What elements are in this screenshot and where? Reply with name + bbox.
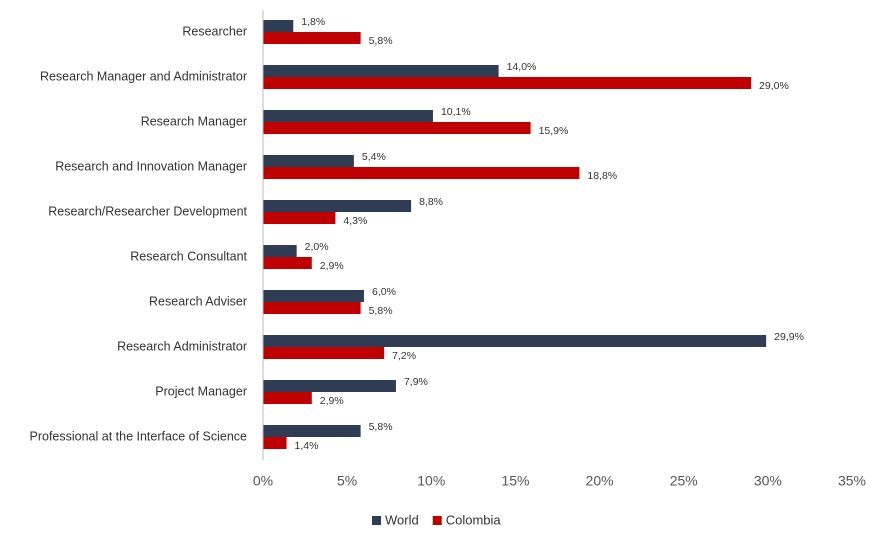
x-tick-label: 10% xyxy=(417,473,445,489)
bar xyxy=(263,437,287,449)
category-label: Research Manager and Administrator xyxy=(40,69,247,83)
value-label: 5,4% xyxy=(362,151,386,163)
category-label: Research Consultant xyxy=(130,249,247,263)
category-label: Research Manager xyxy=(141,114,247,128)
bar xyxy=(263,155,354,167)
x-tick-label: 15% xyxy=(501,473,529,489)
bar xyxy=(263,200,412,212)
bar xyxy=(263,212,336,224)
value-label: 5,8% xyxy=(369,35,393,47)
value-label: 5,8% xyxy=(369,305,393,317)
bar xyxy=(263,335,767,347)
value-label: 8,8% xyxy=(419,196,443,208)
bar xyxy=(263,290,364,302)
value-label: 1,4% xyxy=(295,440,319,452)
x-tick-label: 35% xyxy=(838,473,866,489)
value-label: 6,0% xyxy=(372,286,396,298)
bar xyxy=(263,65,499,77)
value-label: 18,8% xyxy=(587,170,617,182)
value-label: 4,3% xyxy=(343,215,367,227)
bar xyxy=(263,302,361,314)
bar xyxy=(263,380,396,392)
bar xyxy=(263,32,361,44)
bar xyxy=(263,77,752,89)
bar xyxy=(263,110,433,122)
value-label: 10,1% xyxy=(441,106,471,118)
legend-swatch xyxy=(372,516,381,525)
category-label: Research and Innovation Manager xyxy=(55,159,247,173)
category-label: Research Adviser xyxy=(149,294,247,308)
x-tick-label: 5% xyxy=(337,473,357,489)
bar xyxy=(263,167,580,179)
value-label: 5,8% xyxy=(369,421,393,433)
legend-label: Colombia xyxy=(446,512,502,527)
category-label: Professional at the Interface of Science xyxy=(30,429,248,443)
value-label: 2,9% xyxy=(320,260,344,272)
value-label: 29,0% xyxy=(759,80,789,92)
value-label: 29,9% xyxy=(774,331,804,343)
x-tick-label: 25% xyxy=(670,473,698,489)
value-label: 2,9% xyxy=(320,395,344,407)
x-tick-label: 0% xyxy=(253,473,273,489)
bar xyxy=(263,257,312,269)
category-label: Research Administrator xyxy=(117,339,247,353)
value-label: 7,2% xyxy=(392,350,416,362)
value-label: 7,9% xyxy=(404,376,428,388)
category-label: Project Manager xyxy=(155,384,247,398)
bar xyxy=(263,392,312,404)
bar xyxy=(263,20,294,32)
x-tick-label: 20% xyxy=(586,473,614,489)
bar xyxy=(263,347,385,359)
x-tick-label: 30% xyxy=(754,473,782,489)
bar xyxy=(263,425,361,437)
category-label: Research/Researcher Development xyxy=(48,204,247,218)
value-label: 14,0% xyxy=(507,61,537,73)
value-label: 15,9% xyxy=(539,125,569,137)
category-label: Researcher xyxy=(182,24,247,38)
value-label: 2,0% xyxy=(305,241,329,253)
value-label: 1,8% xyxy=(301,16,325,28)
bar xyxy=(263,245,297,257)
legend-label: World xyxy=(385,512,419,527)
legend-swatch xyxy=(432,516,442,525)
bar xyxy=(263,122,531,134)
